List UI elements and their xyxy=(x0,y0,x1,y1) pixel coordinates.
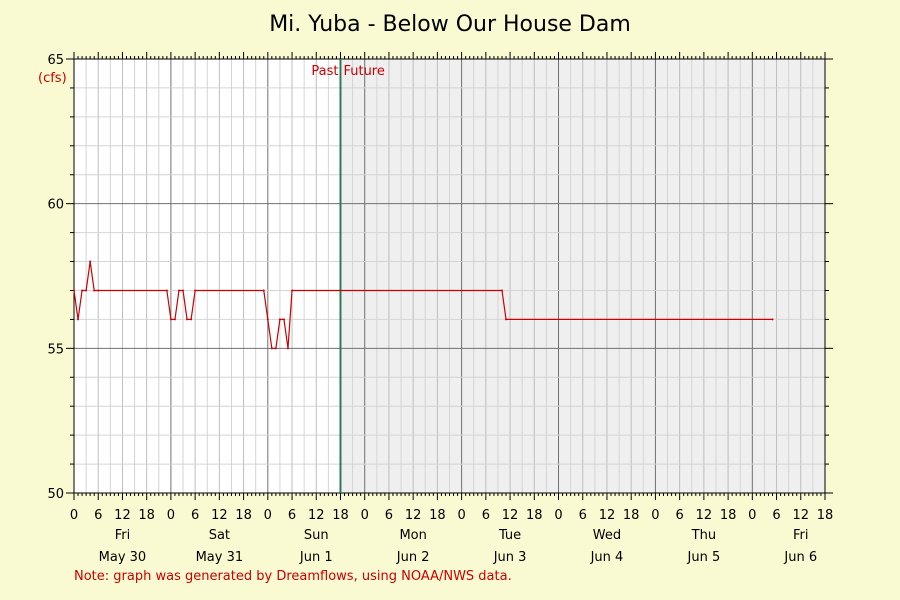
x-hour-label: 18 xyxy=(332,508,349,523)
x-hour-label: 6 xyxy=(288,508,296,523)
x-hour-label: 0 xyxy=(651,508,659,523)
flow-data-point xyxy=(771,318,774,321)
x-hour-label: 12 xyxy=(502,508,519,523)
x-hour-label: 12 xyxy=(211,508,228,523)
flow-data-point xyxy=(505,318,508,321)
flow-data-point xyxy=(500,289,503,292)
flow-data-point xyxy=(81,289,84,292)
x-weekday-label: Mon xyxy=(399,528,426,543)
flow-data-point xyxy=(89,260,92,263)
flow-data-point xyxy=(190,318,193,321)
x-hour-label: 0 xyxy=(361,508,369,523)
x-hour-label: 12 xyxy=(696,508,713,523)
flow-data-point xyxy=(270,347,273,350)
x-hour-label: 0 xyxy=(748,508,756,523)
y-tick-label: 55 xyxy=(47,342,64,357)
x-hour-label: 18 xyxy=(235,508,252,523)
flow-data-point xyxy=(73,289,75,292)
flow-data-point xyxy=(266,318,269,321)
flow-data-point xyxy=(286,347,289,350)
x-date-label: Jun 2 xyxy=(396,550,430,565)
flow-data-point xyxy=(77,318,80,321)
x-date-label: Jun 1 xyxy=(299,550,333,565)
x-date-label: Jun 6 xyxy=(783,550,817,565)
plot-frame xyxy=(73,58,826,494)
flow-data-point xyxy=(85,289,88,292)
flow-data-point xyxy=(262,289,265,292)
flow-data-point xyxy=(182,289,185,292)
x-date-label: May 31 xyxy=(196,550,244,565)
x-hour-label: 18 xyxy=(623,508,640,523)
flow-data-point xyxy=(186,318,189,321)
x-hour-label: 0 xyxy=(457,508,465,523)
x-hour-label: 18 xyxy=(720,508,737,523)
data-source-note: Note: graph was generated by Dreamflows,… xyxy=(74,569,512,584)
x-hour-label: 12 xyxy=(599,508,616,523)
flow-data-point xyxy=(278,318,281,321)
flow-data-point xyxy=(274,347,277,350)
past-label: Past xyxy=(311,64,338,79)
x-weekday-label: Sat xyxy=(209,528,230,543)
flow-data-point xyxy=(97,289,100,292)
x-date-label: Jun 4 xyxy=(590,550,624,565)
x-hour-label: 6 xyxy=(191,508,199,523)
x-hour-label: 6 xyxy=(579,508,587,523)
x-date-label: Jun 5 xyxy=(687,550,721,565)
x-hour-label: 0 xyxy=(70,508,78,523)
x-weekday-label: Tue xyxy=(498,528,521,543)
x-date-label: May 30 xyxy=(99,550,147,565)
flow-data-point xyxy=(165,289,168,292)
x-hour-label: 12 xyxy=(405,508,422,523)
x-date-label: Jun 3 xyxy=(493,550,527,565)
x-hour-label: 0 xyxy=(167,508,175,523)
flow-data-point xyxy=(177,289,180,292)
x-hour-label: 12 xyxy=(793,508,810,523)
x-hour-label: 18 xyxy=(817,508,834,523)
y-tick-label: 50 xyxy=(47,487,64,502)
x-hour-label: 0 xyxy=(264,508,272,523)
flow-data-point xyxy=(169,318,172,321)
x-hour-label: 6 xyxy=(482,508,490,523)
y-tick-label: 65 xyxy=(47,53,64,68)
x-hour-label: 6 xyxy=(385,508,393,523)
x-weekday-label: Sun xyxy=(304,528,329,543)
future-label: Future xyxy=(343,64,384,79)
x-hour-label: 12 xyxy=(114,508,131,523)
flow-data-point xyxy=(282,318,285,321)
y-axis-unit-label: (cfs) xyxy=(38,71,67,86)
x-hour-label: 6 xyxy=(94,508,102,523)
x-hour-label: 12 xyxy=(308,508,325,523)
x-hour-label: 6 xyxy=(676,508,684,523)
x-hour-label: 0 xyxy=(554,508,562,523)
flow-data-point xyxy=(93,289,96,292)
flow-data-point xyxy=(194,289,197,292)
x-weekday-label: Wed xyxy=(593,528,621,543)
flow-data-point xyxy=(291,289,294,292)
x-weekday-label: Thu xyxy=(691,528,716,543)
y-tick-label: 60 xyxy=(47,198,64,213)
x-hour-label: 6 xyxy=(772,508,780,523)
flow-data-point xyxy=(173,318,176,321)
x-weekday-label: Fri xyxy=(793,528,809,543)
x-hour-label: 18 xyxy=(429,508,446,523)
chart-title: Mi. Yuba - Below Our House Dam xyxy=(269,12,631,37)
flow-series-line xyxy=(73,261,773,349)
x-hour-label: 18 xyxy=(138,508,155,523)
x-weekday-label: Fri xyxy=(115,528,131,543)
x-hour-label: 18 xyxy=(526,508,543,523)
